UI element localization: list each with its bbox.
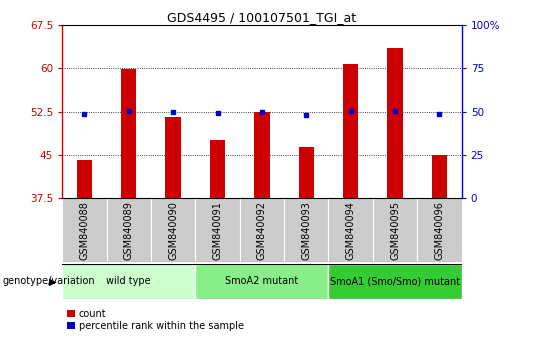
Text: SmoA2 mutant: SmoA2 mutant (225, 276, 299, 286)
Bar (432, 155, 447, 198)
Bar (195, 264, 328, 299)
Bar (77, 160, 92, 198)
Text: GSM840093: GSM840093 (301, 201, 311, 259)
Bar (387, 48, 403, 198)
Bar (62, 264, 195, 299)
Text: ▶: ▶ (49, 276, 57, 286)
Text: GSM840088: GSM840088 (79, 201, 89, 259)
Bar (240, 198, 284, 262)
Bar (373, 198, 417, 262)
Text: genotype/variation: genotype/variation (3, 276, 96, 286)
Text: GSM840095: GSM840095 (390, 201, 400, 259)
Title: GDS4495 / 100107501_TGI_at: GDS4495 / 100107501_TGI_at (167, 11, 356, 24)
Text: GSM840091: GSM840091 (213, 201, 222, 259)
Text: GSM840096: GSM840096 (435, 201, 444, 259)
Text: wild type: wild type (106, 276, 151, 286)
Bar (299, 147, 314, 198)
Bar (121, 69, 137, 198)
Bar (417, 198, 462, 262)
Text: GSM840089: GSM840089 (124, 201, 134, 259)
Text: SmoA1 (Smo/Smo) mutant: SmoA1 (Smo/Smo) mutant (330, 276, 460, 286)
Bar (62, 198, 106, 262)
Bar (210, 141, 225, 198)
Text: GSM840092: GSM840092 (257, 201, 267, 259)
Bar (284, 198, 328, 262)
Bar (328, 264, 462, 299)
Bar (343, 64, 359, 198)
Bar (195, 198, 240, 262)
Text: GSM840090: GSM840090 (168, 201, 178, 259)
Bar (165, 117, 181, 198)
Bar (328, 198, 373, 262)
Text: GSM840094: GSM840094 (346, 201, 356, 259)
Bar (254, 112, 269, 198)
Legend: count, percentile rank within the sample: count, percentile rank within the sample (67, 309, 244, 331)
Bar (151, 198, 195, 262)
Bar (106, 198, 151, 262)
